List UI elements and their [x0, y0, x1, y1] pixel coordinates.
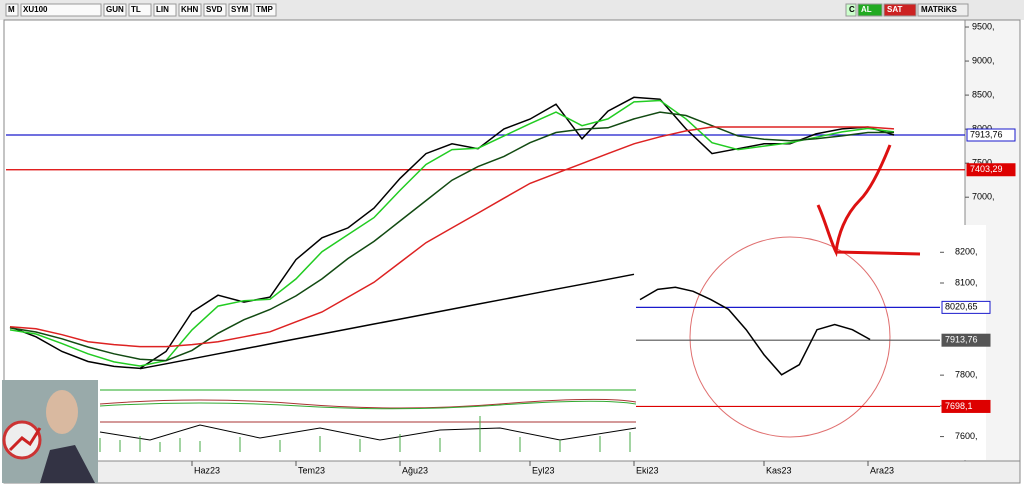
series-line	[9, 111, 894, 362]
series-line	[639, 286, 871, 376]
y-tick-label: 8200,	[955, 247, 978, 257]
y-tick-label: 7500,	[972, 158, 995, 168]
toolbar-label: TL	[131, 5, 141, 14]
toolbar-button[interactable]	[20, 3, 102, 17]
toolbar-label: C	[849, 5, 855, 14]
toolbar-label: SAT	[887, 5, 903, 14]
toolbar-label: SVD	[206, 5, 223, 14]
toolbar-button[interactable]	[103, 3, 127, 17]
toolbar-label: M	[8, 5, 15, 14]
toolbar-label: SYM	[231, 5, 249, 14]
indicator-line	[99, 400, 637, 410]
toolbar-label: KHN	[181, 5, 199, 14]
toolbar-button[interactable]	[883, 3, 917, 17]
reference-label-box	[966, 128, 1016, 142]
series-line	[139, 273, 635, 370]
volume-bars	[99, 416, 631, 452]
avatar	[2, 380, 98, 483]
x-tick-label: Ara23	[870, 465, 894, 475]
reference-label-box	[941, 399, 991, 413]
toolbar-button[interactable]	[178, 3, 202, 17]
y-tick-label: 9000,	[972, 55, 995, 65]
hand-arrow	[816, 144, 921, 258]
y-tick-label: 7600,	[955, 431, 978, 441]
toolbar-button[interactable]	[228, 3, 252, 17]
y-tick-label: 8100,	[955, 277, 978, 287]
series-line	[9, 99, 895, 367]
x-tick-label: Tem23	[298, 465, 325, 475]
x-tick-label: Kas23	[766, 465, 792, 475]
toolbar-button[interactable]	[845, 3, 857, 17]
y-tick-label: 7800,	[955, 370, 978, 380]
toolbar-button[interactable]	[253, 3, 277, 17]
toolbar-button[interactable]	[203, 3, 227, 17]
reference-label-box	[941, 300, 991, 314]
toolbar-label: AL	[861, 5, 872, 14]
indicator-line	[99, 398, 637, 409]
toolbar-button[interactable]	[128, 3, 152, 17]
x-tick-label: Ağu23	[402, 465, 428, 475]
x-tick-label: Eyl23	[532, 465, 555, 475]
y-tick-label: 8500,	[972, 89, 995, 99]
reference-label-box	[966, 163, 1016, 177]
toolbar-label: LIN	[156, 5, 169, 14]
indicator-line	[99, 424, 637, 441]
reference-label: 8020,65	[945, 302, 978, 312]
toolbar-button[interactable]	[153, 3, 177, 17]
x-tick-label: Eki23	[636, 465, 659, 475]
toolbar-label: XU100	[23, 5, 48, 14]
toolbar-button[interactable]	[917, 3, 969, 17]
series-line	[9, 96, 895, 370]
y-tick-label: 7000,	[972, 192, 995, 202]
toolbar-label: MATRiKS	[921, 5, 958, 14]
toolbar-button[interactable]	[857, 3, 883, 17]
x-tick-label: Haz23	[194, 465, 220, 475]
highlight-circle	[689, 236, 891, 438]
toolbar-button[interactable]	[5, 3, 19, 17]
y-tick-label: 9500,	[972, 21, 995, 31]
reference-label: 7698,1	[945, 401, 973, 411]
reference-label-box	[941, 333, 991, 347]
reference-label: 7403,29	[970, 164, 1003, 174]
series-line	[9, 126, 895, 348]
reference-label: 7913,76	[945, 335, 978, 345]
reference-label: 7913,76	[970, 129, 1003, 139]
toolbar-label: TMP	[256, 5, 274, 14]
toolbar-label: GUN	[106, 5, 124, 14]
